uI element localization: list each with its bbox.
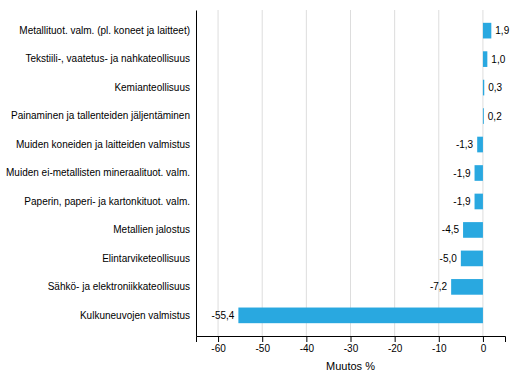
x-tick-mark bbox=[395, 336, 396, 342]
y-tick-label: Elintarviketeollisuus bbox=[102, 253, 190, 264]
bars bbox=[238, 23, 491, 323]
chart: -60 -50 -40 -30 -20 -10 0 Kulkuneuvojen valmist… bbox=[0, 0, 529, 378]
y-tick-label: Muiden ei-metallisten mineraalituot. val… bbox=[6, 167, 190, 178]
y-tick: Painaminen ja tallenteiden jäljentäminen bbox=[11, 110, 196, 121]
y-tick: Muiden ei-metallisten mineraalituot. val… bbox=[6, 167, 196, 178]
y-tick: Sähkö- ja elektroniikkateollisuus bbox=[48, 281, 196, 292]
y-tick: Elintarviketeollisuus bbox=[102, 253, 196, 264]
x-tick: -40 bbox=[300, 336, 315, 354]
x-tick: -20 bbox=[388, 336, 403, 354]
bar bbox=[475, 194, 483, 210]
bar bbox=[461, 251, 483, 267]
y-tick: Muiden koneiden ja laitteiden valmistus bbox=[16, 139, 196, 150]
bar bbox=[482, 108, 484, 124]
y-tick-label: Metallituot. valm. (pl. koneet ja laitte… bbox=[19, 25, 190, 36]
y-tick: Paperin, paperi- ja kartonkituot. valm. bbox=[24, 196, 196, 207]
y-tick-label: Sähkö- ja elektroniikkateollisuus bbox=[48, 281, 190, 292]
x-tick-label: -20 bbox=[388, 343, 403, 354]
y-tick-label: Paperin, paperi- ja kartonkituot. valm. bbox=[24, 196, 190, 207]
data-label: 0,3 bbox=[488, 82, 502, 93]
plot: -60 -50 -40 -30 -20 -10 0 Kulkuneuvojen valmist… bbox=[6, 10, 510, 354]
x-tick-label: -40 bbox=[300, 343, 315, 354]
bar bbox=[477, 137, 483, 153]
data-label: -1,9 bbox=[453, 196, 471, 207]
grid-line bbox=[306, 10, 307, 336]
x-tick-mark bbox=[439, 336, 440, 342]
grid-line bbox=[394, 10, 395, 336]
bar bbox=[238, 308, 483, 324]
x-tick-label: -60 bbox=[211, 343, 226, 354]
grid-line bbox=[262, 10, 263, 336]
x-tick-mark bbox=[218, 336, 219, 342]
y-tick-label: Kulkuneuvojen valmistus bbox=[80, 310, 190, 321]
y-tick-label: Painaminen ja tallenteiden jäljentäminen bbox=[11, 110, 190, 121]
y-axis: Kulkuneuvojen valmistus Sähkö- ja elektro… bbox=[6, 11, 196, 337]
bar bbox=[483, 23, 491, 39]
y-tick: Kulkuneuvojen valmistus bbox=[80, 310, 196, 321]
bar bbox=[483, 51, 487, 67]
data-label: -4,5 bbox=[442, 224, 460, 235]
x-tick-label: 0 bbox=[481, 343, 487, 354]
x-tick: -50 bbox=[255, 336, 270, 354]
x-tick-mark bbox=[351, 336, 352, 342]
bar bbox=[451, 279, 483, 295]
y-tick-label: Muiden koneiden ja laitteiden valmistus bbox=[16, 139, 190, 150]
data-label: 1,0 bbox=[491, 54, 505, 65]
x-tick-label: -30 bbox=[344, 343, 359, 354]
x-axis-title: Muutos % bbox=[326, 360, 375, 372]
x-tick: 0 bbox=[481, 336, 487, 354]
x-tick: -30 bbox=[344, 336, 359, 354]
data-label: -1,9 bbox=[453, 168, 471, 179]
x-tick-mark bbox=[483, 336, 484, 342]
bar bbox=[475, 165, 483, 181]
y-tick-label: Metallien jalostus bbox=[113, 224, 190, 235]
x-tick-mark bbox=[306, 336, 307, 342]
grid-line bbox=[350, 10, 351, 336]
data-label: -7,2 bbox=[430, 281, 448, 292]
data-label: 1,9 bbox=[495, 25, 509, 36]
y-tick-label: Tekstiili-, vaatetus- ja nahkateollisuus bbox=[25, 53, 190, 64]
x-tick-mark bbox=[262, 336, 263, 342]
grid bbox=[218, 10, 483, 336]
x-tick-label: -10 bbox=[432, 343, 447, 354]
bar bbox=[483, 80, 484, 96]
grid-line bbox=[218, 10, 219, 336]
x-axis: -60 -50 -40 -30 -20 -10 0 bbox=[197, 336, 506, 354]
x-tick-label: -50 bbox=[255, 343, 270, 354]
y-tick: Tekstiili-, vaatetus- ja nahkateollisuus bbox=[25, 53, 196, 64]
x-axis-line bbox=[197, 337, 506, 343]
data-label: -1,3 bbox=[456, 139, 474, 150]
data-labels: -55,4 -7,2 -5,0 -4,5 -1,9 -1,9 -1,3 0,2 0,3 1,0 1,… bbox=[212, 25, 510, 321]
bar bbox=[463, 222, 483, 238]
y-axis-line bbox=[196, 11, 197, 337]
y-tick: Kemianteollisuus bbox=[114, 82, 196, 93]
data-label: -55,4 bbox=[212, 310, 235, 321]
data-label: -5,0 bbox=[440, 253, 458, 264]
x-tick: -10 bbox=[432, 336, 447, 354]
x-tick: -60 bbox=[211, 336, 226, 354]
data-label: 0,2 bbox=[488, 111, 502, 122]
y-tick-label: Kemianteollisuus bbox=[114, 82, 190, 93]
y-tick: Metallien jalostus bbox=[113, 224, 196, 235]
y-tick: Metallituot. valm. (pl. koneet ja laitte… bbox=[19, 25, 196, 36]
